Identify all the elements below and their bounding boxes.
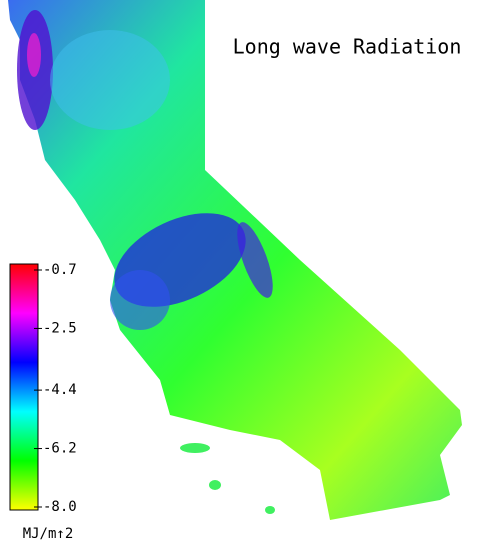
- colorbar-tick-label: -6.2: [43, 441, 77, 457]
- coast-south: [110, 270, 170, 330]
- sierra: [237, 222, 273, 298]
- colorbar-tick-label: -0.7: [43, 262, 77, 278]
- california-map: [8, 0, 462, 520]
- island: [209, 480, 221, 490]
- island: [180, 443, 210, 453]
- map-title: Long wave Radiation: [233, 35, 462, 59]
- colorbar-tick-label: -4.4: [43, 382, 77, 398]
- colorbar: -0.7 -2.5 -4.4 -6.2 -8.0 MJ/m↑2: [9, 262, 77, 542]
- colorbar-unit: MJ/m↑2: [23, 526, 74, 542]
- island: [265, 506, 275, 514]
- coast-peak: [27, 33, 41, 77]
- north-cyan: [50, 30, 170, 130]
- colorbar-fill: [9, 263, 39, 511]
- colorbar-tick-label: -8.0: [43, 499, 77, 515]
- colorbar-tick-label: -2.5: [43, 320, 77, 336]
